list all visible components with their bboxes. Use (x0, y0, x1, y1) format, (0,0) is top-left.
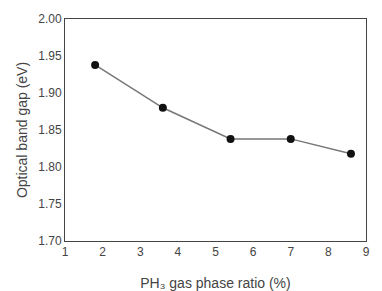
svg-text:9: 9 (363, 245, 370, 259)
svg-text:4: 4 (175, 245, 182, 259)
svg-text:1.70: 1.70 (38, 234, 62, 248)
svg-text:5: 5 (212, 245, 219, 259)
svg-text:1.75: 1.75 (38, 197, 62, 211)
svg-text:8: 8 (325, 245, 332, 259)
svg-text:Optical band gap (eV): Optical band gap (eV) (14, 62, 30, 198)
svg-text:2: 2 (99, 245, 106, 259)
svg-text:1.85: 1.85 (38, 123, 62, 137)
svg-text:2.00: 2.00 (38, 12, 62, 26)
svg-text:1.95: 1.95 (38, 49, 62, 63)
svg-text:7: 7 (287, 245, 294, 259)
svg-text:1.90: 1.90 (38, 86, 62, 100)
svg-text:3: 3 (137, 245, 144, 259)
svg-text:6: 6 (250, 245, 257, 259)
svg-text:1.80: 1.80 (38, 160, 62, 174)
svg-text:1: 1 (62, 245, 69, 259)
svg-text:PH₃ gas phase ratio (%): PH₃ gas phase ratio (%) (140, 275, 290, 291)
